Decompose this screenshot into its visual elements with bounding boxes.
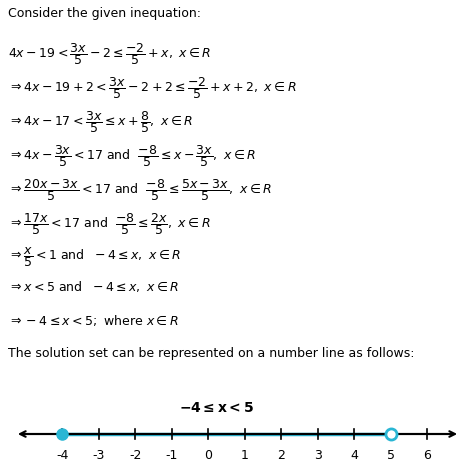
Text: $\Rightarrow \dfrac{20x - 3x}{5} < 17\ \mathrm{and}\ \ \dfrac{-8}{5} \leq \dfrac: $\Rightarrow \dfrac{20x - 3x}{5} < 17\ \…	[8, 177, 272, 202]
Text: Consider the given inequation:: Consider the given inequation:	[8, 7, 201, 20]
Text: $\Rightarrow 4x - \dfrac{3x}{5} < 17\ \mathrm{and}\ \ \dfrac{-8}{5} \leq x - \df: $\Rightarrow 4x - \dfrac{3x}{5} < 17\ \m…	[8, 143, 256, 169]
Text: 2: 2	[277, 448, 285, 461]
Text: 0: 0	[204, 448, 212, 461]
Text: $\Rightarrow x < 5\ \mathrm{and}\ \ -4 \leq x,\ x \in R$: $\Rightarrow x < 5\ \mathrm{and}\ \ -4 \…	[8, 278, 179, 293]
Text: $\Rightarrow 4x - 17 < \dfrac{3x}{5} \leq x + \dfrac{8}{5},\ x \in R$: $\Rightarrow 4x - 17 < \dfrac{3x}{5} \le…	[8, 109, 193, 135]
Text: $\Rightarrow \dfrac{17x}{5} < 17\ \mathrm{and}\ \ \dfrac{-8}{5} \leq \dfrac{2x}{: $\Rightarrow \dfrac{17x}{5} < 17\ \mathr…	[8, 210, 210, 237]
Text: $\Rightarrow 4x - 19 + 2 < \dfrac{3x}{5} - 2 + 2 \leq \dfrac{-2}{5} + x + 2,\ x : $\Rightarrow 4x - 19 + 2 < \dfrac{3x}{5}…	[8, 75, 297, 101]
Text: $4x - 19 < \dfrac{3x}{5} - 2 \leq \dfrac{-2}{5} + x,\ x \in R$: $4x - 19 < \dfrac{3x}{5} - 2 \leq \dfrac…	[8, 41, 211, 67]
Text: -2: -2	[129, 448, 142, 461]
Text: $\Rightarrow -4 \leq x < 5;\ \mathrm{where}\ x \in R$: $\Rightarrow -4 \leq x < 5;\ \mathrm{whe…	[8, 312, 179, 327]
Text: 6: 6	[423, 448, 431, 461]
Text: -3: -3	[93, 448, 105, 461]
Text: -4: -4	[56, 448, 69, 461]
Text: -1: -1	[165, 448, 178, 461]
Text: 5: 5	[387, 448, 395, 461]
Text: $\bf{-4 \leq x < 5}$: $\bf{-4 \leq x < 5}$	[179, 400, 254, 414]
Text: 3: 3	[314, 448, 322, 461]
Text: 4: 4	[350, 448, 358, 461]
Text: $\Rightarrow \dfrac{x}{5} < 1\ \mathrm{and}\ \ -4 \leq x,\ x \in R$: $\Rightarrow \dfrac{x}{5} < 1\ \mathrm{a…	[8, 245, 181, 268]
Text: 1: 1	[241, 448, 249, 461]
Text: The solution set can be represented on a number line as follows:: The solution set can be represented on a…	[8, 346, 414, 359]
